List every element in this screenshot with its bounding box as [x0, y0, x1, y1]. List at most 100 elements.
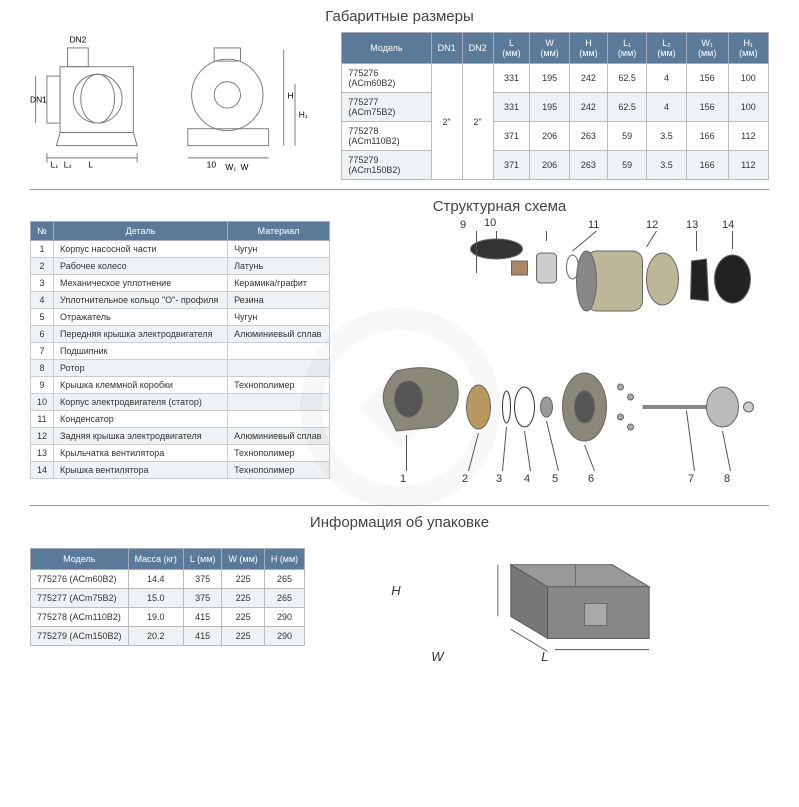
dim-cell: 2": [431, 64, 462, 180]
section2-title: Структурная схема: [200, 198, 799, 215]
parts-cell: 7: [31, 343, 54, 360]
parts-cell: Технополимер: [228, 462, 330, 479]
divider-1: [30, 189, 769, 190]
pack-cell: 290: [264, 627, 304, 646]
dim-cell: 3.5: [647, 151, 687, 180]
parts-cell: Алюминиевый сплав: [228, 326, 330, 343]
dim-cell: 775276 (ACm60B2): [342, 64, 431, 93]
parts-th: №: [31, 222, 54, 241]
parts-cell: Отражатель: [54, 309, 228, 326]
dim-th: Модель: [342, 33, 431, 64]
exp-lbl-4: 4: [524, 473, 530, 485]
parts-cell: Керамика/графит: [228, 275, 330, 292]
dim-cell: 112: [728, 122, 768, 151]
section1-title: Габаритные размеры: [0, 8, 799, 25]
dim-cell: 166: [686, 122, 728, 151]
parts-cell: Крышка клеммной коробки: [54, 377, 228, 394]
pack-th: H (мм): [264, 549, 304, 570]
pack-cell: 15.0: [128, 589, 183, 608]
parts-cell: [228, 411, 330, 428]
exp-lbl-2: 2: [462, 473, 468, 485]
exploded-view: 9 10 11 12 13 14 1 2 3 4 5 6 7 8: [344, 221, 769, 501]
section3-title: Информация об упаковке: [0, 514, 799, 531]
parts-cell: Технополимер: [228, 445, 330, 462]
pack-cell: 415: [183, 608, 222, 627]
parts-cell: Крыльчатка вентилятора: [54, 445, 228, 462]
parts-cell: Латунь: [228, 258, 330, 275]
dim-th: DN2: [462, 33, 493, 64]
pack-th: L (мм): [183, 549, 222, 570]
dimension-drawing: DN1 DN2 L L₁ L₂ 10 W₁ W H H₁: [30, 31, 321, 181]
parts-cell: [228, 343, 330, 360]
parts-cell: Механическое уплотнение: [54, 275, 228, 292]
dim-cell: 59: [607, 122, 646, 151]
exp-lbl-14: 14: [722, 219, 734, 231]
parts-cell: [228, 394, 330, 411]
parts-cell: 2: [31, 258, 54, 275]
dim-cell: 775279 (ACm150B2): [342, 151, 431, 180]
parts-cell: Передняя крышка электродвигателя: [54, 326, 228, 343]
parts-cell: Задняя крышка электродвигателя: [54, 428, 228, 445]
dim-cell: 59: [607, 151, 646, 180]
pack-cell: 775277 (ACm75B2): [31, 589, 129, 608]
dim-th: H (мм): [569, 33, 607, 64]
pack-th: Модель: [31, 549, 129, 570]
pack-cell: 225: [222, 570, 264, 589]
box-drawing: H W L: [345, 537, 769, 657]
dim-cell: 156: [686, 93, 728, 122]
box-label-L: L: [541, 649, 548, 664]
parts-cell: Алюминиевый сплав: [228, 428, 330, 445]
dim-cell: 2": [462, 64, 493, 180]
dim-cell: 62.5: [607, 93, 646, 122]
parts-cell: Резина: [228, 292, 330, 309]
parts-cell: 14: [31, 462, 54, 479]
dim-th: H₁ (мм): [728, 33, 768, 64]
dim-cell: 775278 (ACm110B2): [342, 122, 431, 151]
pack-cell: 265: [264, 570, 304, 589]
exp-lbl-6: 6: [588, 473, 594, 485]
pack-th: W (мм): [222, 549, 264, 570]
label-L: L: [88, 159, 93, 169]
packing-table: МодельМасса (кг)L (мм)W (мм)H (мм) 77527…: [30, 548, 305, 646]
dim-th: L (мм): [493, 33, 530, 64]
pack-cell: 290: [264, 608, 304, 627]
parts-cell: Корпус насосной части: [54, 241, 228, 258]
section2: №ДетальМатериал 1Корпус насосной частиЧу…: [0, 221, 799, 501]
dim-cell: 242: [569, 64, 607, 93]
dim-cell: 112: [728, 151, 768, 180]
dim-cell: 263: [569, 151, 607, 180]
box-label-H: H: [391, 583, 400, 598]
pack-cell: 19.0: [128, 608, 183, 627]
dim-cell: 242: [569, 93, 607, 122]
dim-th: W₁ (мм): [686, 33, 728, 64]
exp-lbl-11: 11: [588, 219, 599, 231]
exp-lbl-7: 7: [688, 473, 694, 485]
label-W: W: [240, 162, 248, 172]
label-L1: L₁: [51, 159, 59, 169]
dim-cell: 206: [530, 151, 570, 180]
exp-lbl-12: 12: [646, 219, 658, 231]
dimensions-table: МодельDN1DN2L (мм)W (мм)H (мм)L₁ (мм)L₂ …: [341, 32, 769, 180]
parts-cell: 5: [31, 309, 54, 326]
label-10: 10: [207, 159, 217, 169]
dim-cell: 166: [686, 151, 728, 180]
dim-cell: 371: [493, 151, 530, 180]
pack-cell: 265: [264, 589, 304, 608]
exp-lbl-10: 10: [484, 217, 496, 229]
parts-cell: 4: [31, 292, 54, 309]
dim-th: L₁ (мм): [607, 33, 646, 64]
dim-cell: 775277 (ACm75B2): [342, 93, 431, 122]
dim-cell: 100: [728, 93, 768, 122]
parts-cell: 3: [31, 275, 54, 292]
dim-cell: 156: [686, 64, 728, 93]
parts-cell: Технополимер: [228, 377, 330, 394]
parts-cell: Корпус электродвигателя (статор): [54, 394, 228, 411]
dim-cell: 206: [530, 122, 570, 151]
exp-lbl-3: 3: [496, 473, 502, 485]
parts-cell: 8: [31, 360, 54, 377]
label-L2: L₂: [64, 159, 72, 169]
divider-2: [30, 505, 769, 506]
dim-cell: 4: [647, 64, 687, 93]
parts-cell: 11: [31, 411, 54, 428]
dim-cell: 3.5: [647, 122, 687, 151]
